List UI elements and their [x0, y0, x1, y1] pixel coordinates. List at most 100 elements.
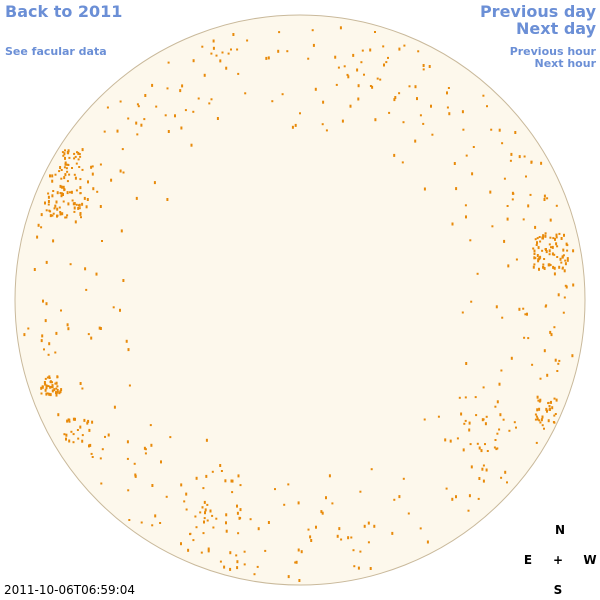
facula: [192, 110, 195, 113]
facula: [236, 566, 239, 570]
facula: [484, 443, 486, 446]
facula: [43, 348, 45, 351]
facula: [388, 111, 391, 114]
facula: [79, 186, 82, 190]
facula: [444, 438, 447, 442]
previous-day-link[interactable]: Previous day: [479, 2, 596, 21]
facula: [553, 326, 556, 329]
facula: [470, 300, 473, 303]
facula: [203, 500, 206, 504]
facula: [536, 408, 539, 412]
facula: [223, 565, 226, 569]
facula: [370, 468, 373, 471]
facula: [104, 435, 106, 438]
facula: [482, 386, 485, 389]
facula: [180, 542, 182, 546]
back-link[interactable]: Back to 2011: [5, 2, 123, 21]
facula: [267, 521, 270, 524]
facula: [470, 465, 473, 469]
facula: [490, 128, 493, 131]
facula: [548, 249, 551, 253]
facula: [92, 187, 95, 191]
facula: [236, 560, 239, 564]
facula: [136, 103, 139, 106]
facula: [205, 474, 208, 478]
facula: [496, 447, 499, 450]
facula: [59, 212, 62, 216]
facula: [535, 441, 538, 444]
facula: [54, 173, 57, 176]
facula: [135, 121, 138, 125]
facula: [71, 199, 74, 202]
facula: [212, 46, 215, 50]
facula: [294, 123, 297, 127]
facula: [564, 259, 567, 262]
facula: [203, 520, 205, 524]
facula: [159, 522, 162, 524]
facula: [536, 241, 538, 245]
facula: [195, 476, 198, 480]
facula: [165, 495, 168, 498]
facula: [51, 174, 54, 178]
compass-east: E: [523, 553, 533, 567]
facula: [472, 146, 475, 148]
facula: [297, 548, 300, 552]
facula: [135, 196, 138, 200]
facula: [334, 55, 337, 59]
facula: [96, 190, 99, 193]
facula: [77, 158, 80, 161]
facula: [68, 173, 71, 176]
facula: [501, 142, 504, 145]
next-hour-link[interactable]: Next hour: [534, 57, 597, 70]
solar-disk: [14, 14, 586, 586]
facula: [81, 168, 84, 171]
facula: [456, 437, 459, 440]
facula: [69, 263, 72, 266]
facula: [65, 167, 68, 170]
facula: [571, 354, 574, 358]
facula: [56, 389, 59, 392]
facula: [335, 83, 338, 86]
facula: [205, 438, 208, 442]
facula: [185, 492, 188, 496]
facula: [430, 104, 432, 108]
facula: [555, 236, 558, 239]
facula: [44, 382, 47, 386]
facular-link[interactable]: See facular data: [5, 45, 107, 58]
facula: [451, 497, 454, 501]
facula: [74, 155, 77, 158]
facula: [360, 61, 363, 64]
facula: [64, 156, 66, 160]
facula: [321, 123, 324, 126]
facula: [535, 415, 538, 418]
facula: [506, 205, 509, 207]
facula: [566, 257, 569, 260]
facula: [180, 483, 183, 487]
facula: [379, 78, 382, 81]
facula: [83, 196, 86, 200]
facula: [236, 48, 239, 51]
facula: [553, 253, 556, 256]
facula: [78, 207, 81, 210]
facula: [55, 331, 58, 335]
facula: [503, 239, 506, 243]
facula: [91, 420, 94, 424]
facula: [85, 288, 88, 291]
facula: [73, 173, 76, 176]
facula: [522, 307, 525, 310]
previous-hour-link[interactable]: Previous hour: [509, 45, 596, 58]
next-day-link[interactable]: Next day: [516, 19, 596, 38]
facula: [564, 262, 567, 266]
facula: [58, 206, 61, 209]
facula: [461, 311, 464, 314]
facula: [73, 157, 76, 160]
facula: [532, 247, 535, 250]
facula: [547, 419, 550, 423]
facula: [61, 212, 64, 216]
facula: [224, 479, 227, 483]
facula: [46, 392, 49, 395]
facula: [119, 308, 121, 312]
facula: [446, 106, 449, 109]
facula: [548, 243, 551, 246]
facula: [153, 181, 156, 185]
